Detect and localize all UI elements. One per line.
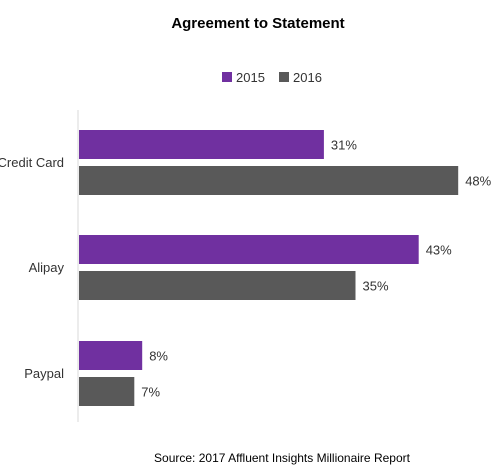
data-label: 48% bbox=[465, 174, 491, 189]
category-label: Paypal bbox=[24, 366, 64, 381]
legend: 2015 2016 bbox=[222, 70, 322, 85]
category-labels: Credit Card Alipay Paypal bbox=[0, 155, 64, 381]
data-label: 7% bbox=[141, 385, 160, 400]
bar-2015 bbox=[79, 235, 419, 264]
data-label: 31% bbox=[331, 138, 357, 153]
legend-label-2015: 2015 bbox=[236, 70, 265, 85]
data-labels: 31% 48% 43% 35% 8% 7% bbox=[141, 138, 491, 400]
legend-swatch-2016 bbox=[279, 72, 289, 82]
legend-label-2016: 2016 bbox=[293, 70, 322, 85]
category-label: Credit Card bbox=[0, 155, 64, 170]
bar-2015 bbox=[79, 341, 143, 370]
legend-swatch-2015 bbox=[222, 72, 232, 82]
bar-2016 bbox=[79, 377, 135, 406]
category-label: Alipay bbox=[29, 260, 65, 275]
chart-title: Agreement to Statement bbox=[171, 15, 344, 32]
data-label: 43% bbox=[426, 243, 452, 258]
bar-2016 bbox=[79, 271, 356, 300]
bars bbox=[79, 130, 459, 406]
source-note: Source: 2017 Affluent Insights Millionai… bbox=[154, 451, 411, 465]
bar-2015 bbox=[79, 130, 324, 159]
data-label: 8% bbox=[149, 349, 168, 364]
data-label: 35% bbox=[363, 279, 389, 294]
bar-2016 bbox=[79, 166, 459, 195]
